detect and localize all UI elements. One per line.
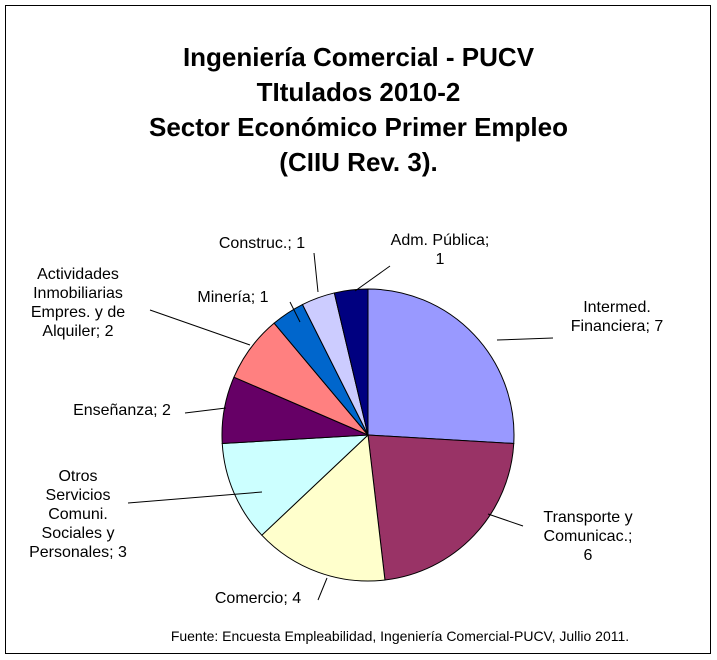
label-category: Actividades Inmobiliarias Empres. y de A… [30,266,126,340]
data-label: Enseñanza; 2 [67,401,177,420]
leader-line [127,491,263,504]
pie-slice [261,433,386,582]
label-category: Otros Servicios Comuni. Sociales y Perso… [29,468,115,561]
label-category: Intermed. Financiera [570,299,651,335]
data-label: Transporte y Comunicac.; 6 [538,508,638,565]
leader-line [184,407,227,414]
pie-slice [221,434,370,536]
label-separator: ; [484,232,490,249]
label-value: 1 [296,235,306,252]
label-value: 4 [292,590,302,607]
label-category: Enseñanza [73,402,154,419]
label-separator: ; [250,289,256,306]
label-value: 3 [118,544,127,561]
leader-line [313,252,319,293]
chart-title: Ingeniería Comercial - PUCV [182,42,535,72]
label-category: Minería [197,289,251,306]
leader-line [289,301,301,323]
leader-line [317,577,328,601]
source-note: Fuente: Encuesta Empleabilidad, Ingenier… [170,628,630,644]
data-label: Comercio; 4 [193,589,323,608]
label-value: 1 [259,289,269,306]
data-label: Construc.; 1 [207,234,317,253]
data-label: Intermed. Financiera; 7 [557,298,677,336]
label-value: 6 [583,547,593,564]
leader-line [487,513,524,527]
label-category: Comercio [214,590,284,607]
chart-title: (CIIU Rev. 3). [279,147,438,177]
label-value: 1 [435,251,445,268]
data-label: Minería; 1 [178,288,288,307]
leader-line [354,265,391,292]
label-separator: ; [109,544,114,561]
label-separator: ; [628,528,633,545]
label-separator: ; [283,590,288,607]
pie-slice [367,288,515,445]
chart-border [5,5,711,654]
pie-slice [367,434,515,581]
label-value: 2 [162,402,171,419]
label-value: 2 [104,323,114,340]
leader-line [496,337,554,341]
label-category: Adm. Pública [390,232,485,249]
label-category: Transporte y Comunicac. [543,509,633,545]
chart-title: TItulados 2010-2 [256,77,461,107]
chart-title: Sector Económico Primer Empleo [148,112,568,142]
pie-slice [333,288,369,436]
label-category: Construc. [218,235,288,252]
data-label: Actividades Inmobiliarias Empres. y de A… [18,265,138,341]
leader-line [149,309,251,346]
label-separator: ; [287,235,292,252]
label-value: 7 [654,318,664,335]
data-label: Otros Servicios Comuni. Sociales y Perso… [28,467,128,562]
label-separator: ; [153,402,158,419]
data-label: Adm. Pública; 1 [390,231,490,269]
label-separator: ; [95,323,101,340]
label-separator: ; [645,318,650,335]
